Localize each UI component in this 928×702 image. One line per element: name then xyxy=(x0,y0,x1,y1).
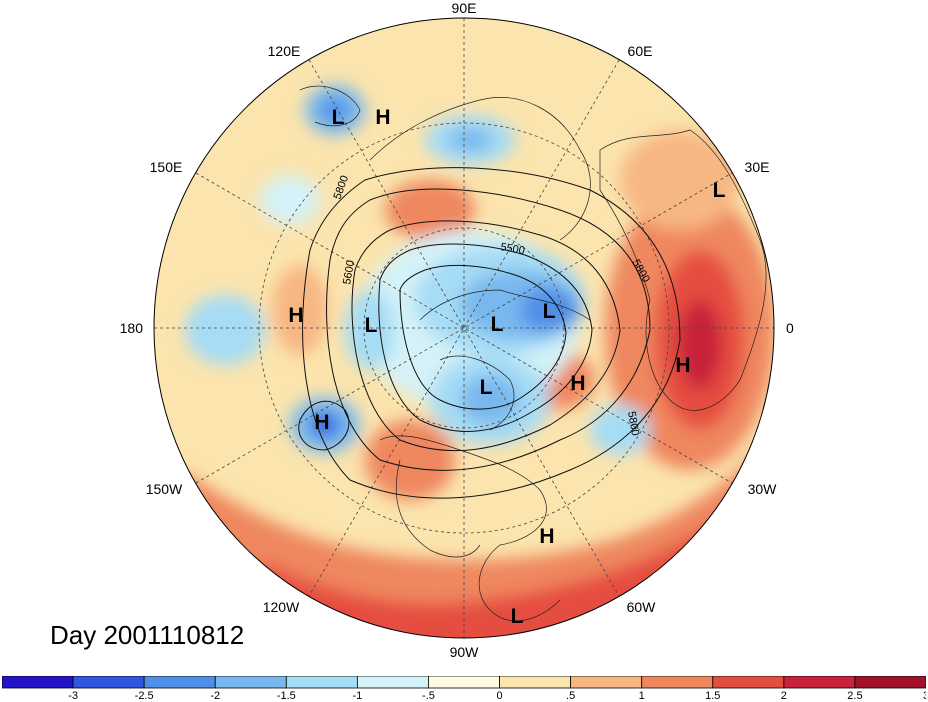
contour-label: 5500 xyxy=(499,241,525,257)
colorbar-tick-label: .5 xyxy=(566,690,575,702)
high-marker: H xyxy=(375,106,390,129)
colorbar-tick-label: 3 xyxy=(923,690,926,702)
lon-label-150e: 150E xyxy=(150,159,183,175)
colorbar-tick-label: 1.5 xyxy=(705,690,720,702)
low-marker: L xyxy=(332,106,345,129)
lon-label-30w: 30W xyxy=(748,481,778,497)
colorbar-box xyxy=(285,676,358,689)
day-title: Day 2001110812 xyxy=(50,620,245,650)
contour-label: 5600 xyxy=(341,259,357,285)
colorbar-box xyxy=(428,676,500,689)
polar-map: 90E 60E 30E 0 30W 60W 90W 120W 150W 180 … xyxy=(120,0,794,660)
low-marker: L xyxy=(543,300,556,323)
low-marker: L xyxy=(480,376,493,399)
colorbar-box xyxy=(712,676,785,689)
colorbar: -3 -2.5 -2 -1.5 -1 -.5 0 .5 1 1.5 2 2.5 3 xyxy=(2,676,926,702)
colorbar-boxes xyxy=(2,676,926,689)
anomaly-field xyxy=(154,18,774,638)
colorbar-box xyxy=(2,676,74,689)
height-contours xyxy=(298,167,681,499)
colorbar-tick-label: -1.5 xyxy=(277,690,296,702)
colorbar-ticks: -3 -2.5 -2 -1.5 -1 -.5 0 .5 1 1.5 2 2.5 3 xyxy=(68,690,926,702)
low-marker: L xyxy=(365,314,378,337)
high-marker: H xyxy=(570,372,585,395)
longitude-labels: 90E 60E 30E 0 30W 60W 90W 120W 150W 180 … xyxy=(120,0,794,660)
colorbar-box xyxy=(72,676,145,689)
lon-label-90e: 90E xyxy=(452,0,477,16)
colorbar-box xyxy=(783,676,856,689)
colorbar-tick-label: -3 xyxy=(68,690,78,702)
colorbar-box xyxy=(214,676,287,689)
high-marker: H xyxy=(314,411,329,434)
low-marker: L xyxy=(511,605,524,628)
colorbar-tick-label: 0 xyxy=(496,690,502,702)
colorbar-box xyxy=(854,676,926,689)
colorbar-tick-label: 2 xyxy=(781,690,787,702)
colorbar-tick-label: -.5 xyxy=(422,690,435,702)
colorbar-box xyxy=(143,676,216,689)
high-marker: H xyxy=(288,304,303,327)
high-marker: H xyxy=(539,525,554,548)
colorbar-tick-label: 1 xyxy=(639,690,645,702)
colorbar-tick-label: -2 xyxy=(210,690,220,702)
low-marker: L xyxy=(491,313,504,336)
lon-label-90w: 90W xyxy=(450,644,480,660)
graticule xyxy=(154,18,774,638)
lon-label-180: 180 xyxy=(120,320,144,336)
pressure-centers: L H L H L L L H L H H H L xyxy=(288,106,725,628)
colorbar-box xyxy=(356,676,429,689)
colorbar-box xyxy=(570,676,643,689)
coastlines xyxy=(299,85,767,622)
lon-label-30e: 30E xyxy=(745,159,770,175)
map-boundary xyxy=(153,17,775,639)
colorbar-box xyxy=(499,676,572,689)
lon-label-0: 0 xyxy=(786,320,794,336)
colorbar-box xyxy=(641,676,714,689)
colorbar-tick-label: -1 xyxy=(352,690,362,702)
low-marker: L xyxy=(713,179,726,202)
high-marker: H xyxy=(675,354,690,377)
contour-label: 5800 xyxy=(625,410,641,436)
lon-label-60e: 60E xyxy=(628,43,653,59)
lon-label-120e: 120E xyxy=(268,43,301,59)
colorbar-tick-label: -2.5 xyxy=(135,690,154,702)
lon-label-60w: 60W xyxy=(627,599,657,615)
lon-label-120w: 120W xyxy=(263,599,300,615)
lon-label-150w: 150W xyxy=(146,481,183,497)
colorbar-tick-label: 2.5 xyxy=(847,690,862,702)
